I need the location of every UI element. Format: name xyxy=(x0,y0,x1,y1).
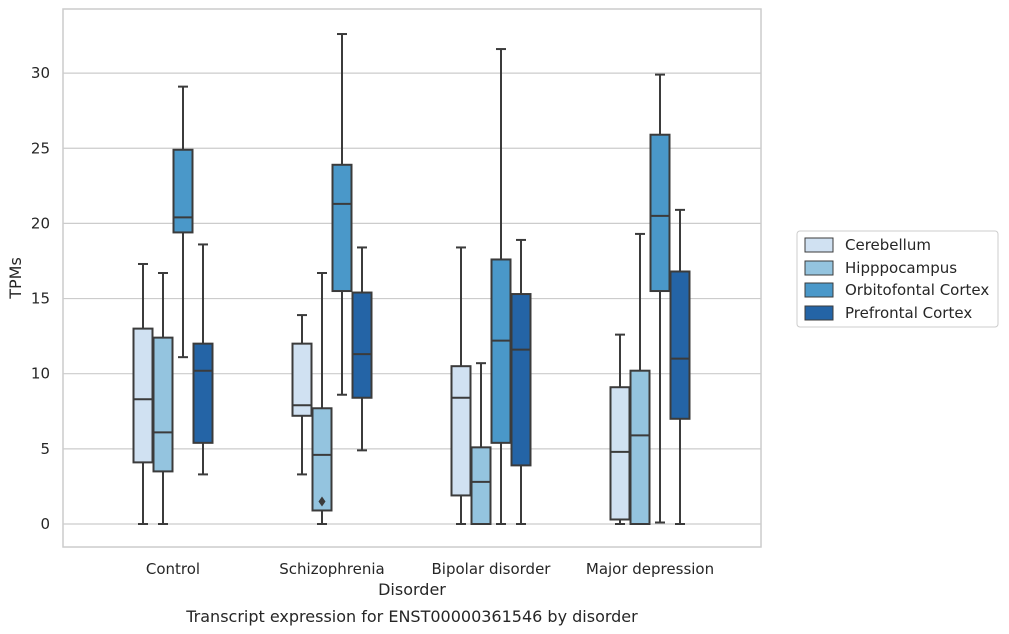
legend-swatch xyxy=(804,260,834,276)
box xyxy=(490,258,512,444)
legend-label: Cerebellum xyxy=(845,236,931,254)
box xyxy=(172,148,194,234)
x-tick-labels: Control Schizophrenia Bipolar disorder Majo… xyxy=(146,560,714,578)
box xyxy=(331,163,353,293)
box xyxy=(152,336,174,473)
y-tick-label: 10 xyxy=(31,365,50,383)
box xyxy=(311,407,333,512)
y-tick-label: 5 xyxy=(40,440,50,458)
x-tick-label: Major depression xyxy=(586,560,714,578)
y-tick-label: 25 xyxy=(31,139,50,157)
box xyxy=(609,386,631,521)
x-tick-label: Bipolar disorder xyxy=(432,560,552,578)
legend: Cerebellum Hipppocampus Orbitofontal Corte… xyxy=(796,230,999,328)
y-tick-label: 15 xyxy=(31,290,50,308)
legend-label: Hipppocampus xyxy=(845,259,957,277)
box xyxy=(470,446,492,525)
box-groups xyxy=(132,33,691,525)
y-tick-label: 20 xyxy=(31,214,50,232)
chart-caption: Transcript expression for ENST0000036154… xyxy=(185,607,638,626)
box xyxy=(351,291,373,399)
gridlines xyxy=(63,72,761,525)
x-tick-label: Control xyxy=(146,560,200,578)
box xyxy=(669,270,691,420)
outlier-point xyxy=(318,496,326,507)
box xyxy=(629,369,651,525)
legend-frame xyxy=(796,230,999,328)
series-hipppocampus xyxy=(152,232,651,525)
box xyxy=(291,342,313,417)
y-tick-label: 30 xyxy=(31,64,50,82)
legend-label: Orbitofontal Cortex xyxy=(845,281,989,299)
legend-label: Prefrontal Cortex xyxy=(845,304,972,322)
series-orbitofontal-cortex xyxy=(172,33,671,525)
box xyxy=(192,342,214,444)
legend-swatch xyxy=(804,237,834,253)
y-tick-labels: 0 5 10 15 20 25 30 xyxy=(31,64,50,533)
legend-swatch xyxy=(804,305,834,321)
box xyxy=(132,327,154,464)
series-cerebellum xyxy=(132,246,631,525)
x-axis-title: Disorder xyxy=(378,580,446,599)
y-tick-label: 0 xyxy=(40,515,50,533)
plot-frame xyxy=(62,8,762,548)
legend-swatch xyxy=(804,282,834,298)
y-axis-title: TPMs xyxy=(6,257,25,300)
box xyxy=(510,293,532,467)
x-tick-label: Schizophrenia xyxy=(279,560,384,578)
box xyxy=(649,133,671,293)
box xyxy=(450,365,472,497)
series-prefrontal-cortex xyxy=(192,208,691,525)
